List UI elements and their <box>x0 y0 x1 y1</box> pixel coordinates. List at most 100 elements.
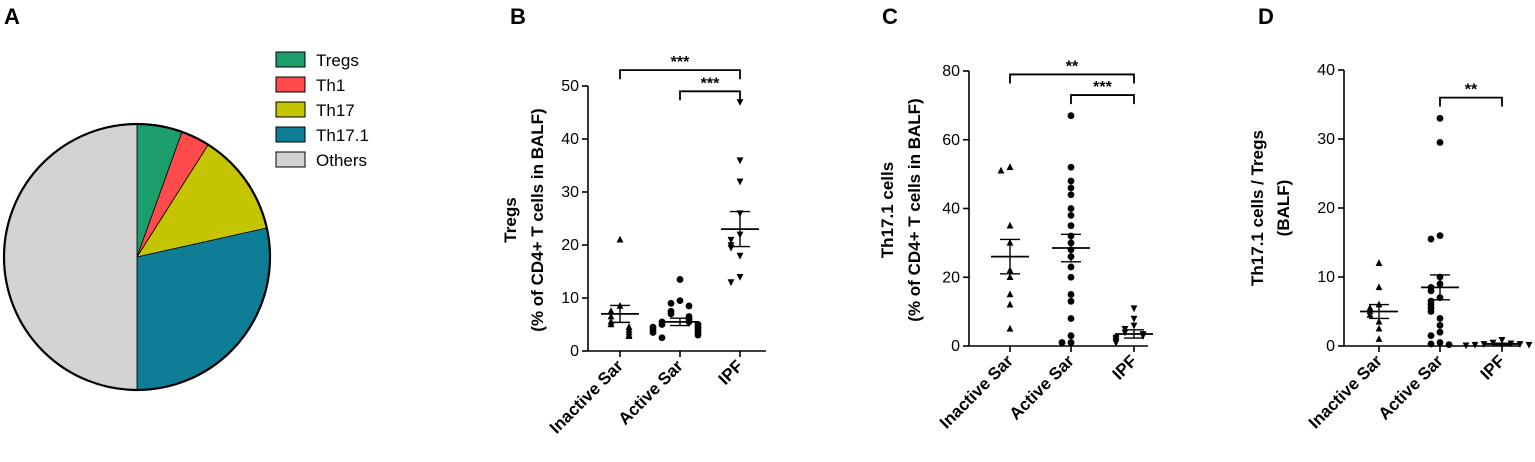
y-tick-label: 40 <box>561 131 579 148</box>
data-point <box>1067 297 1075 305</box>
data-point <box>1058 339 1066 346</box>
data-point <box>1067 291 1075 298</box>
panel-letter-a: A <box>4 4 20 29</box>
y-tick-label: 0 <box>951 338 960 355</box>
panel-letter-c: C <box>882 4 898 29</box>
data-point <box>685 302 693 310</box>
x-category-label: Active Sar <box>1006 351 1079 424</box>
significance-bracket <box>619 69 741 80</box>
y-axis-label: (% of CD4+ T cells in BALF) <box>905 98 924 321</box>
y-tick-label: 10 <box>561 290 579 307</box>
y-tick-label: 20 <box>1317 200 1335 217</box>
data-point <box>736 99 744 106</box>
data-point <box>736 178 744 186</box>
data-point <box>1006 290 1014 298</box>
panel-letter-b: B <box>510 4 526 29</box>
data-point <box>1006 163 1014 171</box>
significance-label: *** <box>701 75 720 92</box>
data-point <box>1375 283 1383 291</box>
x-category-label: IPF <box>1109 351 1141 383</box>
data-point <box>607 312 615 320</box>
data-point <box>1471 341 1479 349</box>
pie-slice-others <box>3 123 138 391</box>
data-point <box>616 235 624 243</box>
data-point <box>1067 163 1075 171</box>
data-point <box>607 320 615 328</box>
data-point <box>1067 211 1075 219</box>
data-point <box>607 307 615 315</box>
data-point <box>694 331 702 339</box>
data-point <box>736 157 744 165</box>
data-point <box>1067 184 1075 192</box>
pie-outline <box>2 122 272 392</box>
data-point <box>1427 235 1435 243</box>
data-point <box>1130 322 1138 330</box>
data-point <box>1006 221 1014 229</box>
y-tick-label: 10 <box>1317 269 1335 286</box>
data-point <box>1006 300 1014 308</box>
y-axis-label: (BALF) <box>1274 180 1293 237</box>
data-point <box>1375 259 1383 266</box>
x-category-label: Inactive Sar <box>936 351 1017 432</box>
x-category-label: Inactive Sar <box>1305 351 1386 432</box>
legend-label: Tregs <box>316 51 359 70</box>
significance-label: ** <box>1465 82 1478 99</box>
data-point <box>1436 139 1444 146</box>
x-category-label: Inactive Sar <box>546 356 627 437</box>
data-point <box>1067 339 1075 346</box>
data-point <box>736 252 744 260</box>
data-point <box>1130 315 1138 323</box>
legend-swatch <box>275 151 306 168</box>
data-point <box>1436 232 1444 240</box>
data-point <box>1366 310 1374 318</box>
data-point <box>658 334 666 342</box>
data-point <box>1525 341 1533 349</box>
data-point <box>676 276 684 283</box>
y-axis-label: (% of CD4+ T cells in BALF) <box>528 108 547 331</box>
legend-label: Th1 <box>316 76 345 95</box>
data-point <box>1067 273 1075 281</box>
data-point <box>667 299 675 307</box>
significance-label: *** <box>1093 79 1112 96</box>
pie-slice-th17-1 <box>136 227 271 391</box>
y-tick-label: 0 <box>1326 338 1335 355</box>
y-tick-label: 30 <box>561 184 579 201</box>
legend-swatch <box>275 51 306 68</box>
legend-swatch <box>275 76 306 93</box>
x-category-label: IPF <box>1477 351 1509 383</box>
data-point <box>1006 324 1014 332</box>
significance-label: *** <box>671 54 690 71</box>
data-point <box>1427 287 1435 295</box>
pie-legend: Tregs Th1 Th17 Th17.1 Others <box>275 51 369 170</box>
y-tick-label: 20 <box>561 237 579 254</box>
data-point <box>736 274 744 281</box>
significance-bracket <box>679 90 741 101</box>
y-tick-label: 60 <box>942 132 960 149</box>
y-axis-label: Th17.1 cells <box>878 162 897 258</box>
data-point <box>1067 112 1075 120</box>
data-point <box>1427 332 1435 340</box>
y-tick-label: 20 <box>942 269 960 286</box>
x-category-label: Active Sar <box>1375 351 1448 424</box>
data-point <box>1067 315 1075 322</box>
data-point <box>727 279 735 287</box>
significance-bracket <box>1009 73 1135 84</box>
x-category-label: IPF <box>715 356 747 388</box>
data-point <box>1130 305 1138 313</box>
data-point <box>1436 339 1444 346</box>
legend-swatch <box>275 101 306 118</box>
panel-letter-d: D <box>1258 4 1274 29</box>
data-point <box>1498 336 1506 344</box>
data-point <box>1366 304 1374 311</box>
significance-bracket <box>1070 94 1135 105</box>
significance-label: ** <box>1066 58 1079 75</box>
legend-label: Others <box>316 151 367 170</box>
data-point <box>1067 222 1075 230</box>
data-point <box>1067 332 1075 340</box>
data-point <box>676 297 684 305</box>
data-point <box>1375 335 1383 342</box>
